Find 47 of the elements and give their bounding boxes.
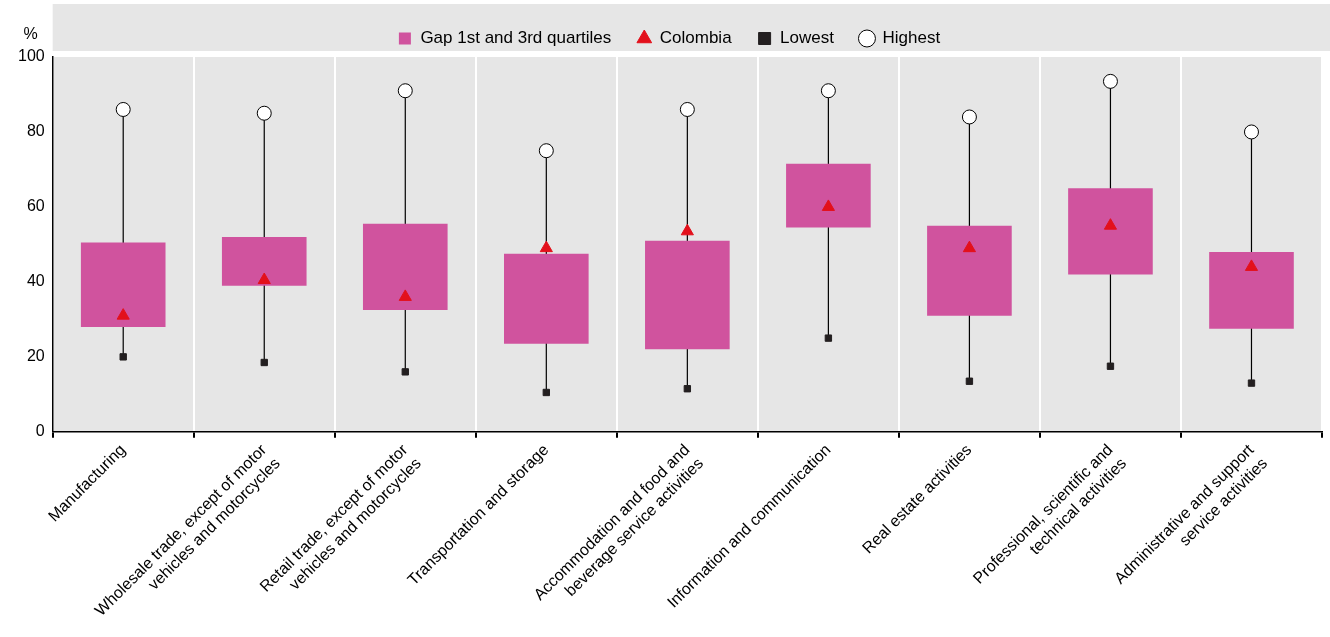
- bar: [1068, 188, 1153, 275]
- point: [824, 334, 833, 342]
- point: [1243, 124, 1259, 140]
- point: [1103, 218, 1118, 230]
- y-tick-label: 40: [26, 272, 45, 290]
- point: [820, 83, 836, 99]
- bar: [1209, 251, 1294, 329]
- bar: [645, 240, 730, 350]
- y-tick-label: 100: [17, 47, 45, 65]
- point: [962, 240, 976, 253]
- y-tick-label: 60: [26, 197, 45, 215]
- point: [1244, 259, 1259, 271]
- bar: [504, 253, 589, 344]
- point: [961, 109, 977, 125]
- point: [680, 223, 694, 236]
- point: [538, 143, 554, 159]
- y-tick-label: 0: [35, 422, 45, 440]
- point: [542, 388, 550, 397]
- y-tick-label: 20: [26, 347, 45, 365]
- point: [1102, 73, 1118, 89]
- point: [683, 385, 692, 393]
- bar: [786, 163, 871, 228]
- point: [965, 377, 974, 385]
- point: [539, 240, 553, 253]
- point: [260, 358, 268, 367]
- bar: [80, 242, 166, 327]
- bar: [221, 236, 307, 286]
- point: [116, 308, 130, 320]
- bar: [362, 223, 448, 311]
- point: [119, 353, 127, 361]
- point: [401, 368, 409, 376]
- point: [397, 83, 413, 99]
- y-tick-label: 80: [26, 122, 45, 140]
- legend-label: Lowest: [780, 28, 835, 48]
- point: [1106, 362, 1115, 370]
- y-axis-title: %: [23, 25, 38, 43]
- legend-label: Colombia: [659, 28, 733, 48]
- legend-label: Highest: [882, 28, 941, 48]
- point: [398, 289, 412, 301]
- point: [821, 199, 835, 211]
- point: [679, 101, 695, 117]
- point: [257, 272, 271, 285]
- legend-label: Gap 1st and 3rd quartiles: [420, 28, 612, 48]
- point: [256, 105, 272, 121]
- bar: [927, 225, 1012, 316]
- point: [1247, 379, 1256, 387]
- point: [115, 101, 131, 117]
